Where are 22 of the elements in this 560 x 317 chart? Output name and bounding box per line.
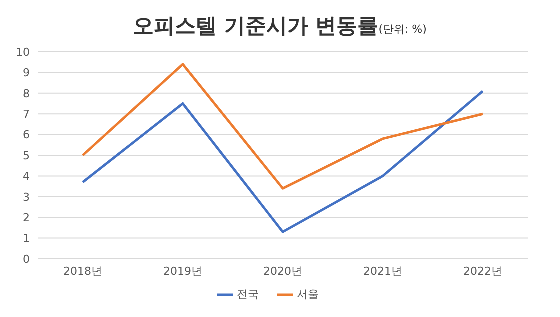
y-tick-label: 9 <box>23 66 30 80</box>
x-tick-label: 2020년 <box>264 264 302 278</box>
legend-label: 서울 <box>297 287 319 302</box>
line-series <box>82 63 484 190</box>
legend-label: 전국 <box>237 287 259 302</box>
y-tick-label: 0 <box>23 252 30 266</box>
chart-title: 오피스텔 기준시가 변동률 <box>133 14 379 38</box>
y-tick-label: 6 <box>23 128 30 142</box>
y-tick-label: 1 <box>23 232 30 246</box>
y-tick-label: 10 <box>16 46 30 59</box>
y-tick-label: 8 <box>23 87 30 100</box>
y-tick-label: 7 <box>23 108 30 122</box>
y-tick-label: 2 <box>23 212 30 225</box>
y-tick-label: 3 <box>23 190 30 204</box>
chart-subtitle: (단위: %) <box>378 23 427 36</box>
x-tick-label: 2018년 <box>64 264 102 278</box>
x-tick-label: 2019년 <box>164 264 202 278</box>
y-tick-label: 4 <box>23 170 30 184</box>
x-tick-label: 2021년 <box>364 264 402 278</box>
line-series <box>82 90 484 234</box>
x-tick-label: 2022년 <box>464 264 502 278</box>
y-tick-label: 5 <box>23 149 30 162</box>
